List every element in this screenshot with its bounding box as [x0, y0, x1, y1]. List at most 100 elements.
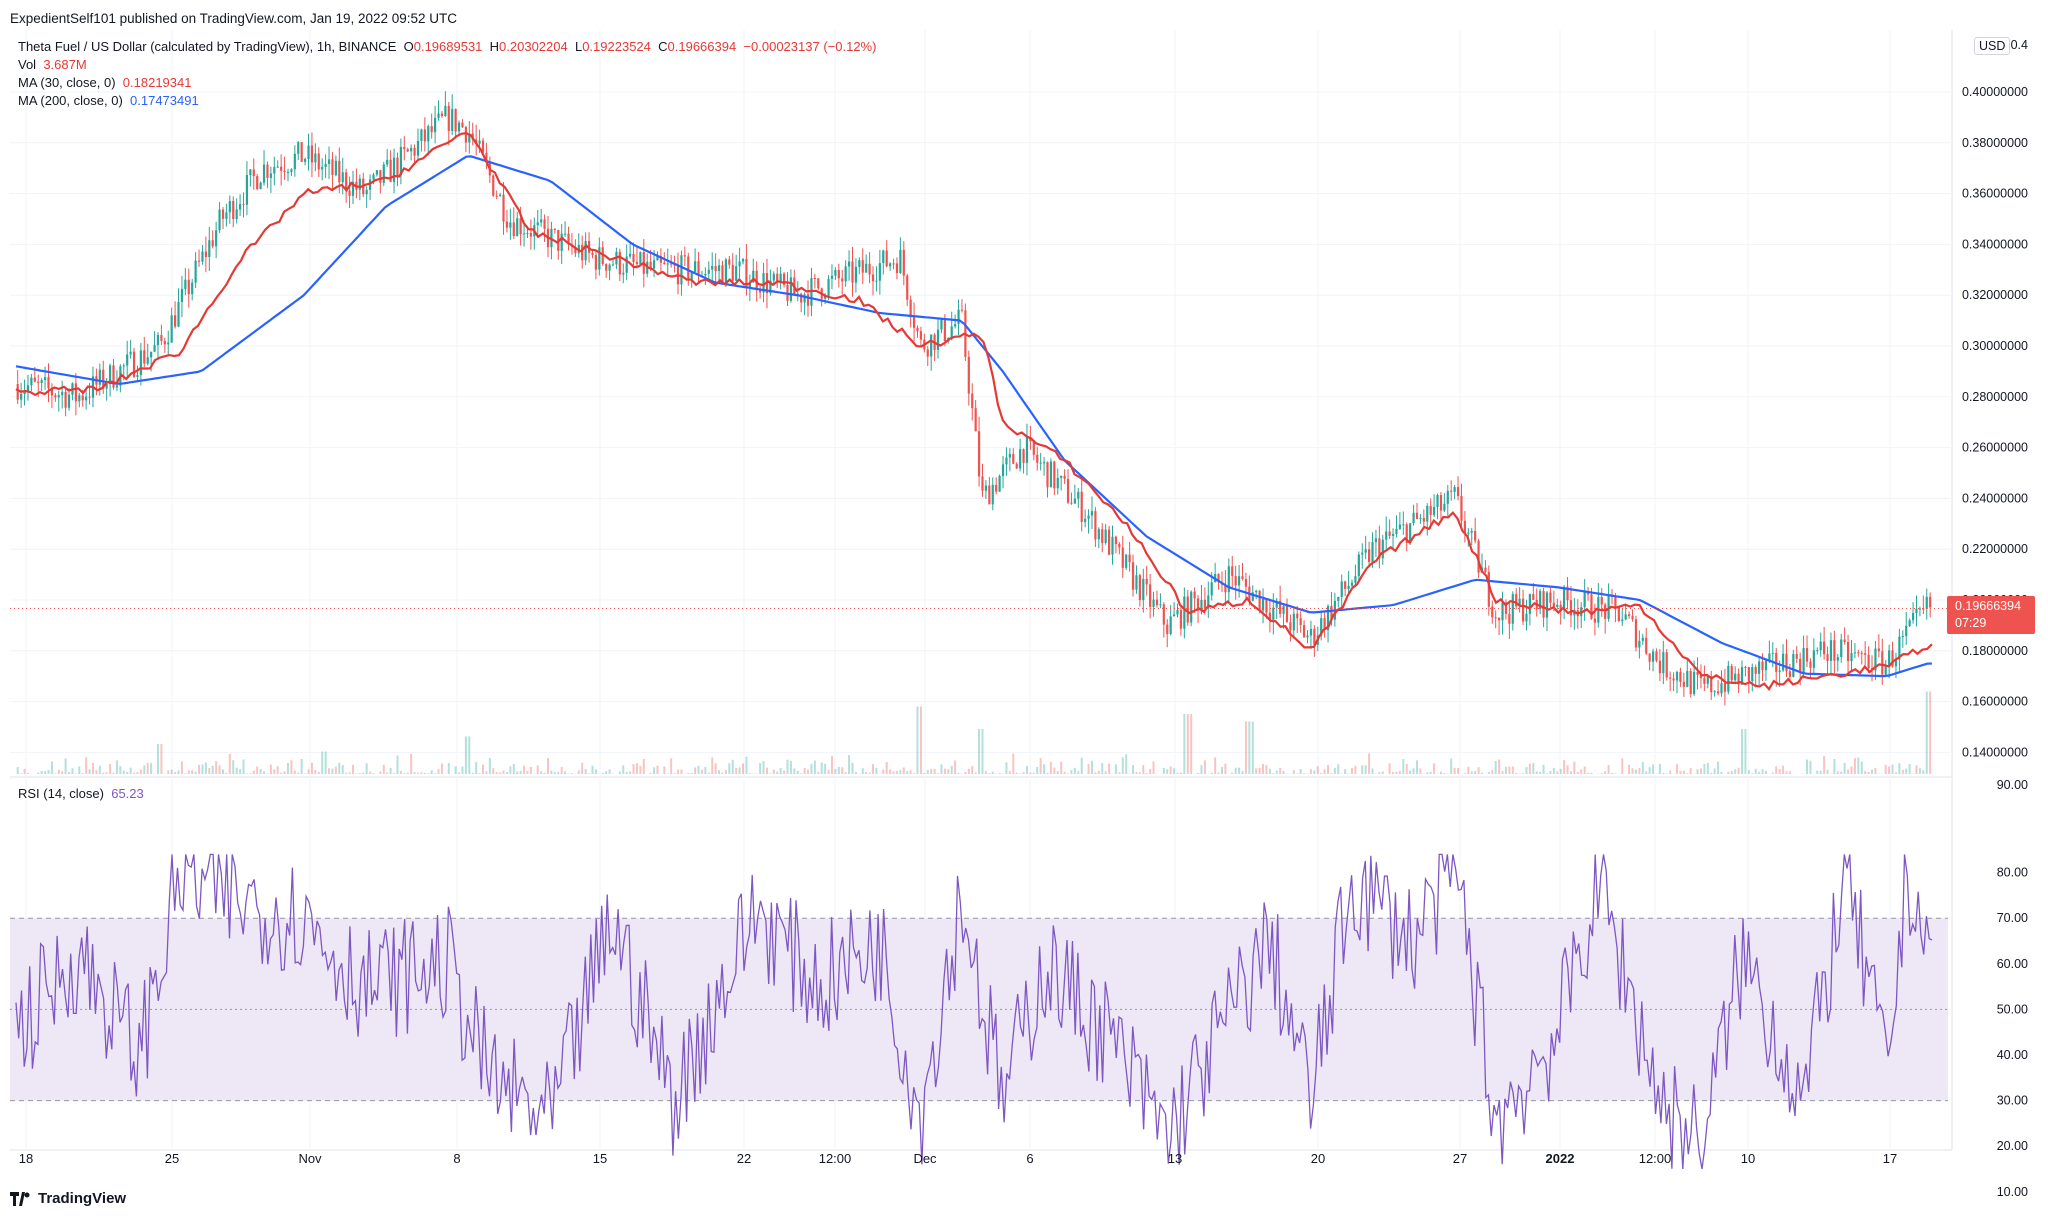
ma30-legend[interactable]: MA (30, close, 0) 0.18219341: [18, 75, 191, 90]
candle-body: [327, 159, 331, 164]
candle-body: [1631, 616, 1634, 620]
volume-bar: [926, 769, 929, 774]
candle-body: [1169, 616, 1172, 634]
volume-bar: [841, 767, 844, 774]
candle-body: [1241, 576, 1244, 580]
candle-body: [892, 263, 895, 265]
candle-body: [485, 152, 488, 163]
volume-bar: [991, 771, 994, 774]
volume-bar: [1378, 772, 1381, 774]
volume-bar: [1169, 766, 1172, 774]
volume-bar: [1217, 772, 1220, 774]
volume-bar: [1258, 768, 1261, 774]
volume-legend[interactable]: Vol 3.687M: [18, 57, 87, 72]
y-tick-label: 0.26000000: [1962, 441, 2028, 455]
candle-body: [1915, 608, 1918, 613]
candle-body: [625, 256, 628, 273]
candle-body: [1542, 591, 1545, 618]
volume-bar: [44, 771, 47, 774]
candle-body: [64, 391, 67, 408]
candle-body: [382, 164, 385, 183]
volume-bar: [1590, 772, 1593, 774]
candle-body: [139, 350, 142, 376]
candle-body: [180, 288, 184, 302]
candle-body: [748, 282, 751, 289]
candle-body: [1840, 639, 1843, 658]
volume-bar: [1220, 767, 1223, 774]
candle-body: [1412, 512, 1415, 524]
candle-body: [1881, 651, 1884, 675]
volume-bar: [553, 771, 556, 774]
candle-body: [889, 263, 892, 267]
rsi-line: [15, 853, 1933, 1170]
candle-body: [683, 255, 686, 257]
volume-bar: [1600, 773, 1603, 774]
rsi-tick-label: 50.00: [1997, 1002, 2028, 1016]
candle-body: [1864, 653, 1867, 655]
candle-body: [875, 280, 878, 282]
volume-bar: [512, 764, 515, 774]
volume-bar: [434, 773, 437, 774]
candle-body: [1347, 585, 1350, 590]
candle-body: [717, 265, 721, 271]
volume-bar: [1032, 772, 1035, 774]
candle-body: [375, 170, 379, 175]
candle-body: [789, 277, 793, 301]
volume-bar: [1467, 766, 1470, 774]
volume-bar: [1090, 760, 1093, 774]
candle-body: [769, 280, 772, 294]
moving-averages: [10, 131, 1948, 691]
volume-bar: [697, 765, 700, 774]
volume-bar: [1402, 758, 1405, 774]
candle-body: [1378, 538, 1381, 559]
volume-bar: [475, 762, 478, 774]
candle-body: [1785, 653, 1788, 672]
candle-body: [1186, 596, 1189, 623]
volume-bar: [1758, 771, 1761, 774]
candle-body: [1357, 554, 1360, 577]
volume-bar: [1053, 767, 1056, 774]
y-tick-label: 0.18000000: [1962, 644, 2028, 658]
volume-bar: [536, 765, 539, 774]
candle-body: [622, 272, 625, 275]
volume-bar: [143, 765, 146, 774]
volume-bar: [519, 770, 522, 774]
volume-bar: [1049, 762, 1052, 774]
candle-body: [1395, 528, 1398, 535]
volume-bar: [136, 771, 139, 774]
candle-body: [1477, 540, 1480, 573]
volume-bar: [174, 772, 177, 774]
volume-bar: [885, 762, 888, 774]
volume-bar: [389, 767, 392, 774]
rsi-legend[interactable]: RSI (14, close) 65.23: [18, 786, 144, 801]
candle-body: [659, 256, 663, 263]
candle-body: [724, 259, 728, 284]
candle-body: [1891, 650, 1894, 667]
volume-bar: [16, 767, 19, 774]
volume-bar: [526, 770, 529, 774]
volume-bar: [1313, 770, 1316, 774]
candle-body: [1456, 487, 1460, 497]
y-tick-label: 0.14000000: [1962, 745, 2028, 759]
candle-body: [1487, 572, 1490, 607]
currency-selector[interactable]: USD: [1974, 37, 2011, 55]
candle-body: [1409, 523, 1412, 543]
candle-body: [420, 129, 423, 141]
candle-body: [1077, 491, 1080, 499]
x-tick-label: 17: [1883, 1151, 1897, 1166]
volume-bar: [1563, 760, 1566, 774]
symbol-legend[interactable]: Theta Fuel / US Dollar (calculated by Tr…: [18, 39, 876, 54]
candle-body: [1279, 600, 1282, 614]
volume-bar: [543, 772, 546, 774]
candle-body: [1207, 595, 1210, 609]
candle-body: [1142, 578, 1145, 601]
volume-bar: [728, 763, 731, 774]
ma200-legend[interactable]: MA (200, close, 0) 0.17473491: [18, 93, 199, 108]
tradingview-logo[interactable]: TradingView: [10, 1190, 126, 1207]
candle-body: [854, 266, 858, 283]
volume-bar: [830, 755, 833, 774]
candle-body: [321, 167, 324, 170]
volume-bar: [1480, 772, 1483, 774]
candle-body: [1621, 619, 1624, 622]
